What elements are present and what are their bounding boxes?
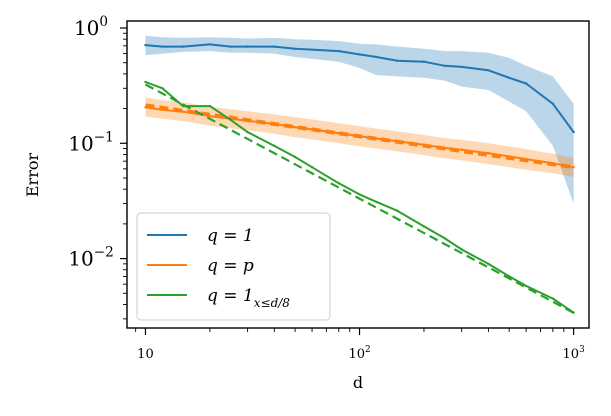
point-series-3 [460,248,463,251]
point-series-3 [572,311,575,314]
point-series-1 [337,49,340,53]
point-series-1 [161,45,164,48]
point-series-2 [358,135,361,138]
point-series-1 [229,45,232,48]
point-series-2 [375,137,378,140]
point-series-2 [524,157,528,161]
point-series-3 [375,200,378,204]
point-series-2 [572,166,575,169]
point-series-3 [422,225,426,228]
point-series-3 [273,144,276,148]
point-series-2 [487,152,490,155]
point-series-3 [229,118,232,122]
point-series-2 [161,108,164,112]
point-series-3 [208,104,212,108]
point-series-2 [396,140,399,143]
point-series-2 [208,114,212,118]
point-series-3 [487,262,490,266]
point-series-3 [337,182,340,185]
point-series-1 [508,76,511,80]
x-tick-label: 102 [348,345,370,362]
point-series-2 [460,148,463,151]
point-series-1 [460,65,463,69]
point-series-2 [144,106,147,109]
point-series-2 [181,110,185,113]
point-series-1 [487,69,490,72]
point-series-1 [273,45,276,48]
legend-box [136,212,331,321]
point-series-2 [246,119,249,122]
point-series-1 [375,55,378,59]
point-series-3 [396,209,399,212]
legend-label: q = p [207,256,254,276]
x-tick-label: 103 [563,345,585,362]
point-series-1 [422,60,426,63]
point-series-3 [524,284,528,288]
x-tick-label: 10 [137,347,154,362]
point-series-2 [273,122,276,126]
point-series-1 [572,130,575,134]
point-series-3 [310,166,314,169]
point-series-2 [310,128,314,131]
point-series-1 [310,48,314,51]
point-series-1 [246,45,249,48]
fit-line-series-3 [144,83,575,314]
point-series-2 [293,126,297,129]
point-series-2 [422,143,426,146]
point-series-1 [144,43,147,47]
point-series-2 [443,146,446,150]
point-series-1 [358,53,361,56]
y-tick-label: 10−1 [68,129,114,155]
legend: q = 1 q = p q = 1x≤d/8 [136,212,331,321]
point-series-3 [443,237,446,240]
point-series-1 [208,43,212,46]
point-series-3 [293,155,297,159]
point-series-3 [508,275,511,278]
series-lines [144,43,575,314]
point-series-1 [181,45,185,48]
point-series-2 [551,162,555,165]
point-series-2 [337,132,340,135]
plot-frame [126,20,590,329]
point-series-3 [144,80,147,84]
point-series-3 [551,297,555,300]
point-series-3 [358,193,361,196]
x-axis-label: d [353,373,363,392]
point-series-1 [551,102,555,106]
point-series-3 [161,87,164,90]
y-axis-label: Error [23,153,42,198]
legend-label: q = 1x≤d/8 [207,286,290,310]
point-series-1 [293,47,297,50]
y-tick-label: 100 [74,14,108,40]
legend-label: q = 1 [207,226,254,246]
point-series-1 [443,64,446,68]
axis-ticks: 10 102 103 100 10−1 10−2 [68,14,584,362]
point-series-3 [246,130,249,134]
point-series-1 [396,59,399,62]
point-series-2 [508,155,511,158]
band-series-1 [145,35,574,204]
y-tick-label: 10−2 [68,245,114,271]
point-series-1 [524,82,528,85]
point-series-3 [181,104,185,108]
